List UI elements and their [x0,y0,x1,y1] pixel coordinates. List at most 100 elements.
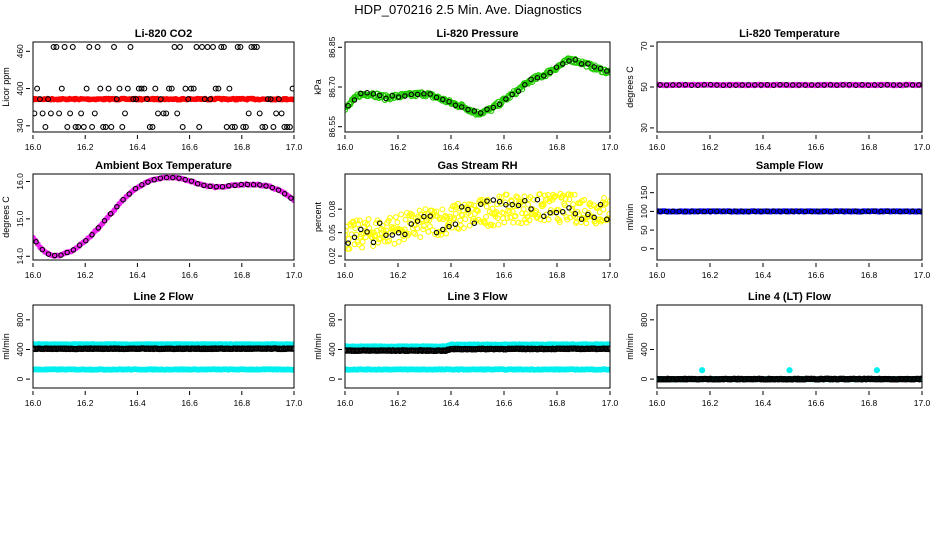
data-point [47,110,54,117]
average-point [770,82,777,88]
average-point [440,96,446,103]
data-point [135,85,142,92]
x-tick-label: 16.6 [496,398,513,408]
average-point [559,61,566,67]
average-point [547,69,553,76]
data-point [356,241,362,248]
data-point [286,124,293,130]
average-point [427,213,433,219]
y-tick-label: 400 [15,81,25,95]
data-point [240,124,247,130]
y-tick-label: 16.0 [15,173,25,190]
average-point [402,231,408,238]
data-point [215,85,222,92]
data-point [402,216,409,223]
average-point [802,208,809,215]
y-tick-label: 86.85 [327,36,337,58]
average-point [541,213,547,220]
data-point [284,124,291,130]
data-point [226,85,233,92]
x-tick-label: 17.0 [914,142,931,152]
data-point [270,124,277,130]
plot-frame [32,173,295,261]
average-point [597,201,604,208]
data-point [520,206,527,212]
average-point [815,82,821,88]
average-point [515,202,522,209]
average-point [764,208,771,215]
panel-title: Li-820 Pressure [437,28,519,40]
data-point [452,210,459,217]
data-point [133,96,139,103]
average-point [107,211,114,217]
data-point [75,124,82,130]
average-point [909,208,916,215]
average-point [840,82,846,88]
y-tick-label: 400 [327,342,337,356]
plot-frame [344,41,611,133]
data-point [518,220,525,227]
data-point [251,44,258,50]
data-point [570,201,577,208]
average-point [465,206,471,213]
y-tick-label: 800 [15,312,25,326]
average-point [578,61,585,67]
average-point [871,82,878,88]
data-point [155,110,161,117]
average-point [528,76,534,83]
data-point [376,236,382,243]
average-point [745,82,752,88]
data-point [453,204,460,211]
data-point [562,202,568,209]
x-tick-label: 17.0 [286,398,303,408]
average-point [670,82,676,88]
panel-title: Sample Flow [756,160,824,172]
data-point [108,124,115,130]
data-point [281,124,288,130]
average-point [269,184,276,191]
average-point [916,82,922,88]
average-point [676,82,682,88]
data-point [262,124,269,130]
data-point [457,217,464,224]
average-point [695,82,701,88]
panel-3: Li-820 Temperature degrees C 16.0 16.2 16.4 1… [625,28,931,152]
average-point [170,174,176,181]
average-point [821,82,827,88]
y-tick-label: 14.0 [15,248,25,265]
data-point [587,203,594,209]
y-axis-label: ml/min [625,333,635,360]
data-point [462,216,469,223]
average-point [89,232,95,238]
data-point [606,345,610,352]
data-point [359,244,365,251]
average-point [572,57,579,63]
average-point [126,191,133,197]
average-point [421,213,427,220]
panel-title: Line 3 Flow [448,291,508,303]
data-point [204,44,211,50]
plot-frame [344,304,611,389]
data-point [185,96,192,103]
data-point [423,217,430,224]
y-axis-label: ml/min [313,333,323,360]
y-tick-label: 340 [15,118,25,132]
x-tick-label: 16.4 [443,270,460,280]
x-tick-label: 17.0 [602,270,619,280]
average-point [559,208,566,215]
data-point [102,124,109,130]
average-point [370,91,377,97]
average-point [566,205,572,211]
average-point [76,242,83,248]
average-point [604,68,610,74]
data-point [39,110,46,117]
average-point [232,182,238,189]
y-tick-label: 50 [639,82,649,92]
panel-title: Line 2 Flow [134,291,194,303]
average-point [853,82,859,88]
data-point [223,124,230,130]
average-point [591,64,597,70]
data-point [45,96,52,103]
x-tick-label: 17.0 [286,270,303,280]
average-point [484,106,490,113]
